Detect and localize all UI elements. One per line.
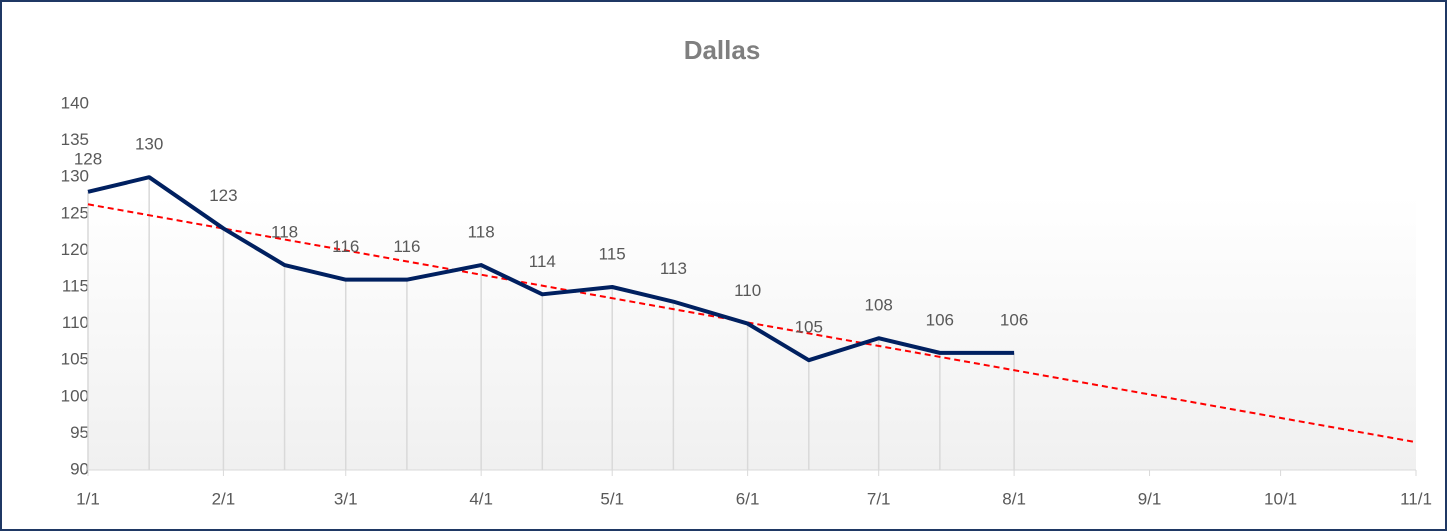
data-label: 116: [393, 237, 420, 256]
y-tick-label: 110: [62, 313, 89, 332]
data-label: 128: [74, 149, 102, 168]
y-tick-label: 95: [70, 423, 89, 442]
x-tick-label: 5/1: [600, 489, 624, 508]
x-tick-label: 3/1: [334, 489, 358, 508]
y-tick-label: 135: [61, 130, 89, 149]
x-tick-label: 2/1: [212, 489, 236, 508]
series-line: [87, 175, 1015, 363]
data-label: 113: [660, 259, 687, 278]
data-label: 106: [926, 310, 954, 329]
x-tick-label: 9/1: [1138, 489, 1162, 508]
data-label: 123: [209, 186, 237, 205]
data-label: 118: [468, 223, 495, 242]
data-label: 108: [864, 296, 892, 315]
x-tick-label: 4/1: [469, 489, 493, 508]
x-tick-label: 10/1: [1264, 489, 1297, 508]
data-label: 130: [135, 135, 163, 154]
y-tick-label: 120: [61, 240, 89, 259]
x-tick-label: 7/1: [867, 489, 891, 508]
data-label: 106: [1000, 310, 1028, 329]
y-tick-label: 105: [61, 350, 89, 369]
data-label: 116: [332, 237, 359, 256]
y-tick-label: 90: [70, 459, 89, 478]
trendline: [87, 203, 1417, 444]
y-tick-label: 100: [61, 386, 89, 405]
data-label: 114: [529, 252, 556, 271]
x-tick-label: 1/1: [76, 489, 100, 508]
data-label: 105: [795, 318, 823, 337]
y-tick-label: 130: [61, 167, 89, 186]
x-tick-label: 11/1: [1400, 489, 1432, 508]
y-tick-label: 115: [62, 276, 89, 295]
data-label: 110: [734, 281, 761, 300]
y-tick-label: 140: [61, 93, 89, 112]
y-tick-label: 125: [61, 203, 89, 222]
x-tick-label: 8/1: [1002, 489, 1026, 508]
x-tick-label: 6/1: [736, 489, 760, 508]
data-label: 118: [271, 223, 298, 242]
data-label: 115: [599, 244, 626, 263]
plot-area: [88, 104, 1416, 470]
chart-title: Dallas: [684, 35, 761, 65]
